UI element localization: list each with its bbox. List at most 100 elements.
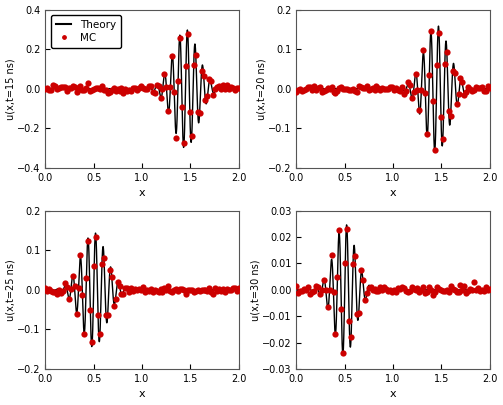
Point — [82, 275, 91, 281]
Point — [378, 286, 386, 293]
Point — [143, 86, 151, 92]
Point — [168, 288, 176, 295]
Point — [67, 85, 75, 92]
Point — [322, 287, 330, 293]
Point — [396, 286, 404, 292]
Point — [460, 92, 468, 98]
Point — [405, 81, 413, 88]
Point — [411, 286, 420, 293]
Point — [121, 285, 129, 291]
Point — [154, 83, 162, 89]
Point — [476, 84, 484, 91]
Point — [474, 85, 482, 92]
Point — [45, 286, 53, 292]
Point — [43, 288, 51, 294]
Point — [447, 282, 455, 289]
Point — [231, 284, 239, 291]
Point — [327, 252, 336, 258]
Point — [449, 286, 457, 292]
Point — [415, 107, 424, 113]
Point — [123, 88, 131, 95]
Point — [98, 83, 106, 90]
Point — [351, 253, 359, 260]
Point — [176, 35, 184, 41]
Point — [396, 88, 404, 94]
Point — [162, 84, 171, 90]
Point — [308, 289, 316, 295]
Point — [380, 284, 388, 291]
Point — [472, 287, 480, 294]
Point — [296, 287, 304, 294]
Point — [137, 83, 145, 90]
Point — [116, 283, 124, 289]
Point — [437, 286, 445, 293]
Point — [445, 108, 453, 115]
Point — [229, 284, 237, 291]
Point — [139, 284, 147, 291]
Point — [80, 330, 89, 337]
Point — [102, 87, 110, 94]
Point — [67, 286, 75, 292]
Point — [357, 83, 365, 90]
Point — [365, 86, 373, 93]
Point — [425, 72, 433, 79]
Point — [110, 85, 118, 91]
Point — [466, 85, 474, 92]
Point — [63, 284, 71, 291]
Point — [168, 53, 176, 60]
Point — [127, 285, 135, 292]
Point — [92, 85, 100, 92]
Point — [198, 68, 206, 75]
Point — [413, 285, 422, 291]
Point — [221, 85, 229, 92]
Point — [331, 331, 340, 338]
Point — [302, 286, 310, 293]
Point — [162, 287, 171, 293]
X-axis label: x: x — [390, 390, 396, 399]
Legend: Theory, MC: Theory, MC — [50, 15, 121, 48]
Point — [152, 81, 160, 88]
Point — [196, 288, 204, 294]
Point — [365, 285, 373, 291]
Point — [45, 86, 53, 93]
Point — [201, 286, 209, 293]
Point — [300, 286, 308, 292]
Point — [209, 291, 217, 298]
Point — [325, 86, 333, 92]
Point — [135, 286, 143, 292]
Point — [435, 286, 443, 292]
Point — [433, 284, 441, 290]
Point — [464, 84, 472, 90]
Point — [141, 85, 149, 92]
Point — [427, 28, 435, 34]
Point — [194, 109, 202, 115]
Point — [94, 312, 102, 319]
Point — [329, 89, 338, 95]
Point — [347, 334, 355, 341]
Point — [194, 287, 202, 293]
Point — [119, 290, 127, 297]
Point — [394, 284, 402, 291]
Point — [478, 286, 486, 293]
Point — [114, 279, 122, 285]
Point — [484, 83, 492, 90]
Point — [310, 288, 318, 294]
Point — [329, 289, 338, 295]
Point — [104, 90, 112, 96]
Point — [455, 91, 463, 98]
Point — [100, 87, 108, 93]
Point — [431, 289, 439, 295]
Point — [417, 87, 426, 94]
Point — [482, 88, 490, 95]
Point — [435, 30, 443, 36]
Point — [323, 85, 331, 92]
Point — [100, 255, 108, 261]
Point — [398, 84, 406, 91]
Point — [417, 287, 426, 294]
Point — [407, 95, 415, 101]
Point — [166, 288, 175, 294]
Point — [411, 70, 420, 77]
Point — [65, 85, 73, 92]
Point — [486, 85, 494, 92]
Point — [404, 288, 412, 295]
